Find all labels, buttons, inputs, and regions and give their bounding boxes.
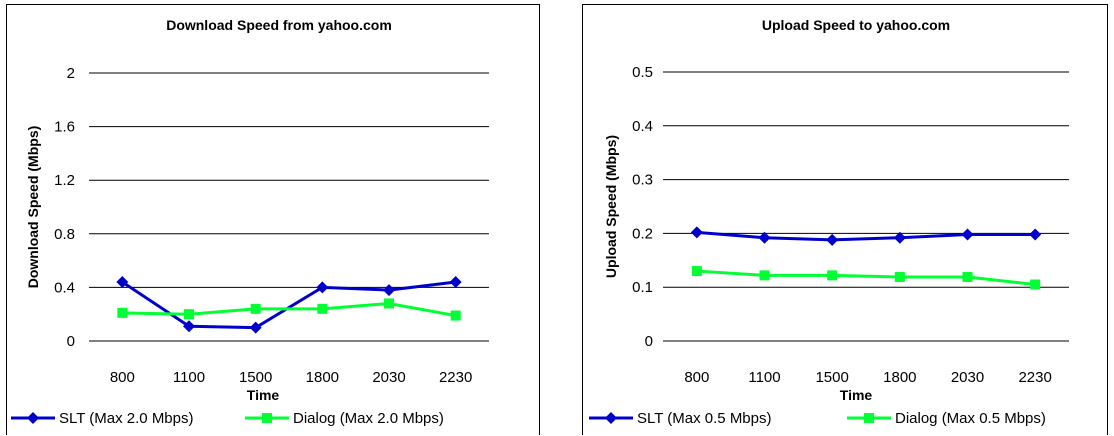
y-tick-label: 0.1 xyxy=(632,279,653,296)
x-tick-label: 1500 xyxy=(815,369,848,386)
x-tick-label: 2230 xyxy=(1018,369,1051,386)
legend-marker-diamond xyxy=(27,412,39,424)
x-tick-label: 1500 xyxy=(239,369,272,386)
y-axis-label: Upload Speed (Mbps) xyxy=(603,135,619,278)
x-tick-label: 1100 xyxy=(748,369,780,386)
x-tick-label: 800 xyxy=(684,369,709,386)
data-point-dialog xyxy=(894,271,905,282)
y-tick-label: 0.4 xyxy=(54,279,75,296)
y-tick-label: 0 xyxy=(67,333,75,350)
legend-marker-square xyxy=(864,413,874,423)
data-point-dialog xyxy=(1030,279,1041,290)
legend-label: SLT (Max 0.5 Mbps) xyxy=(637,410,772,427)
x-tick-label: 1800 xyxy=(883,369,916,386)
data-point-slt xyxy=(758,231,771,244)
y-axis-label: Download Speed (Mbps) xyxy=(25,126,41,289)
y-tick-label: 1.6 xyxy=(54,119,75,136)
data-point-dialog xyxy=(962,271,973,282)
legend-marker-diamond xyxy=(605,412,617,424)
legend-label: SLT (Max 2.0 Mbps) xyxy=(59,410,194,427)
y-tick-label: 0.2 xyxy=(632,225,653,242)
download-chart-panel: Download Speed from yahoo.com 0 0.4 0.8 1.2 1… xyxy=(6,4,540,435)
data-point-dialog xyxy=(759,270,770,281)
data-point-dialog xyxy=(450,310,461,321)
download-chart: Download Speed from yahoo.com 0 0.4 0.8 1.2 1… xyxy=(11,17,489,427)
x-axis-label: Time xyxy=(247,387,280,403)
x-tick-label: 2230 xyxy=(439,369,472,386)
y-tick-label: 0.8 xyxy=(54,226,75,243)
data-point-slt xyxy=(961,228,974,241)
data-point-slt xyxy=(449,276,462,289)
x-tick-label: 2030 xyxy=(951,369,984,386)
series-line-slt xyxy=(121,280,456,330)
chart-title: Download Speed from yahoo.com xyxy=(166,17,392,33)
y-tick-label: 0 xyxy=(645,333,653,350)
x-axis-label: Time xyxy=(840,387,873,403)
chart-title: Upload Speed to yahoo.com xyxy=(762,17,950,33)
series-line-dialog xyxy=(122,301,456,318)
data-point-slt xyxy=(116,276,129,289)
data-point-dialog xyxy=(691,266,702,277)
data-point-slt xyxy=(690,226,703,239)
data-point-dialog xyxy=(827,270,838,281)
x-tick-label: 1800 xyxy=(306,369,339,386)
data-point-dialog xyxy=(384,298,394,309)
data-point-slt xyxy=(249,321,262,334)
data-point-slt xyxy=(183,320,195,333)
x-tick-label: 2030 xyxy=(372,369,405,386)
data-point-dialog xyxy=(317,303,328,314)
data-point-dialog xyxy=(250,303,261,314)
y-tick-label: 1.2 xyxy=(54,172,75,189)
data-point-dialog xyxy=(117,307,128,318)
data-point-slt xyxy=(316,281,329,294)
legend-label: Dialog (Max 0.5 Mbps) xyxy=(895,410,1046,427)
data-point-slt xyxy=(383,284,395,297)
data-point-slt xyxy=(1029,228,1042,241)
data-point-slt xyxy=(826,233,839,246)
upload-chart-panel: Upload Speed to yahoo.com 0 0.1 0.2 0.3 0.4 0.… xyxy=(582,4,1108,435)
data-point-dialog xyxy=(184,309,194,320)
y-tick-label: 2 xyxy=(67,65,75,82)
x-tick-label: 1100 xyxy=(173,369,205,386)
y-tick-label: 0.3 xyxy=(632,172,653,189)
upload-chart: Upload Speed to yahoo.com 0 0.1 0.2 0.3 0.4 0.… xyxy=(589,17,1069,427)
series-line-dialog xyxy=(696,269,1036,287)
legend-marker-square xyxy=(262,413,272,423)
data-point-slt xyxy=(893,231,906,244)
y-tick-label: 0.5 xyxy=(632,64,653,81)
series-line-slt xyxy=(696,230,1036,242)
y-tick-label: 0.4 xyxy=(632,118,653,135)
x-tick-label: 800 xyxy=(110,369,135,386)
legend-label: Dialog (Max 2.0 Mbps) xyxy=(293,410,444,427)
